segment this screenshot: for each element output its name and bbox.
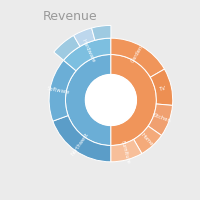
Text: Garden: Garden <box>131 44 145 63</box>
Wedge shape <box>65 55 111 145</box>
Wedge shape <box>92 25 111 40</box>
Text: Revenue: Revenue <box>43 9 97 22</box>
Wedge shape <box>54 35 80 60</box>
Circle shape <box>85 75 136 125</box>
Wedge shape <box>111 55 156 145</box>
Wedge shape <box>53 116 111 162</box>
Wedge shape <box>111 38 164 77</box>
Text: Furniture: Furniture <box>119 140 130 164</box>
Wedge shape <box>74 28 95 46</box>
Wedge shape <box>148 104 172 135</box>
Text: Home: Home <box>140 132 154 147</box>
Wedge shape <box>111 139 142 162</box>
Wedge shape <box>49 60 76 121</box>
Text: TV: TV <box>159 85 167 92</box>
Text: Hardware: Hardware <box>81 39 96 64</box>
Text: Kitchen: Kitchen <box>151 113 172 124</box>
Text: Software: Software <box>46 86 70 95</box>
Wedge shape <box>150 69 173 105</box>
Wedge shape <box>134 126 162 154</box>
Text: Northwest: Northwest <box>70 131 90 156</box>
Wedge shape <box>64 38 111 71</box>
